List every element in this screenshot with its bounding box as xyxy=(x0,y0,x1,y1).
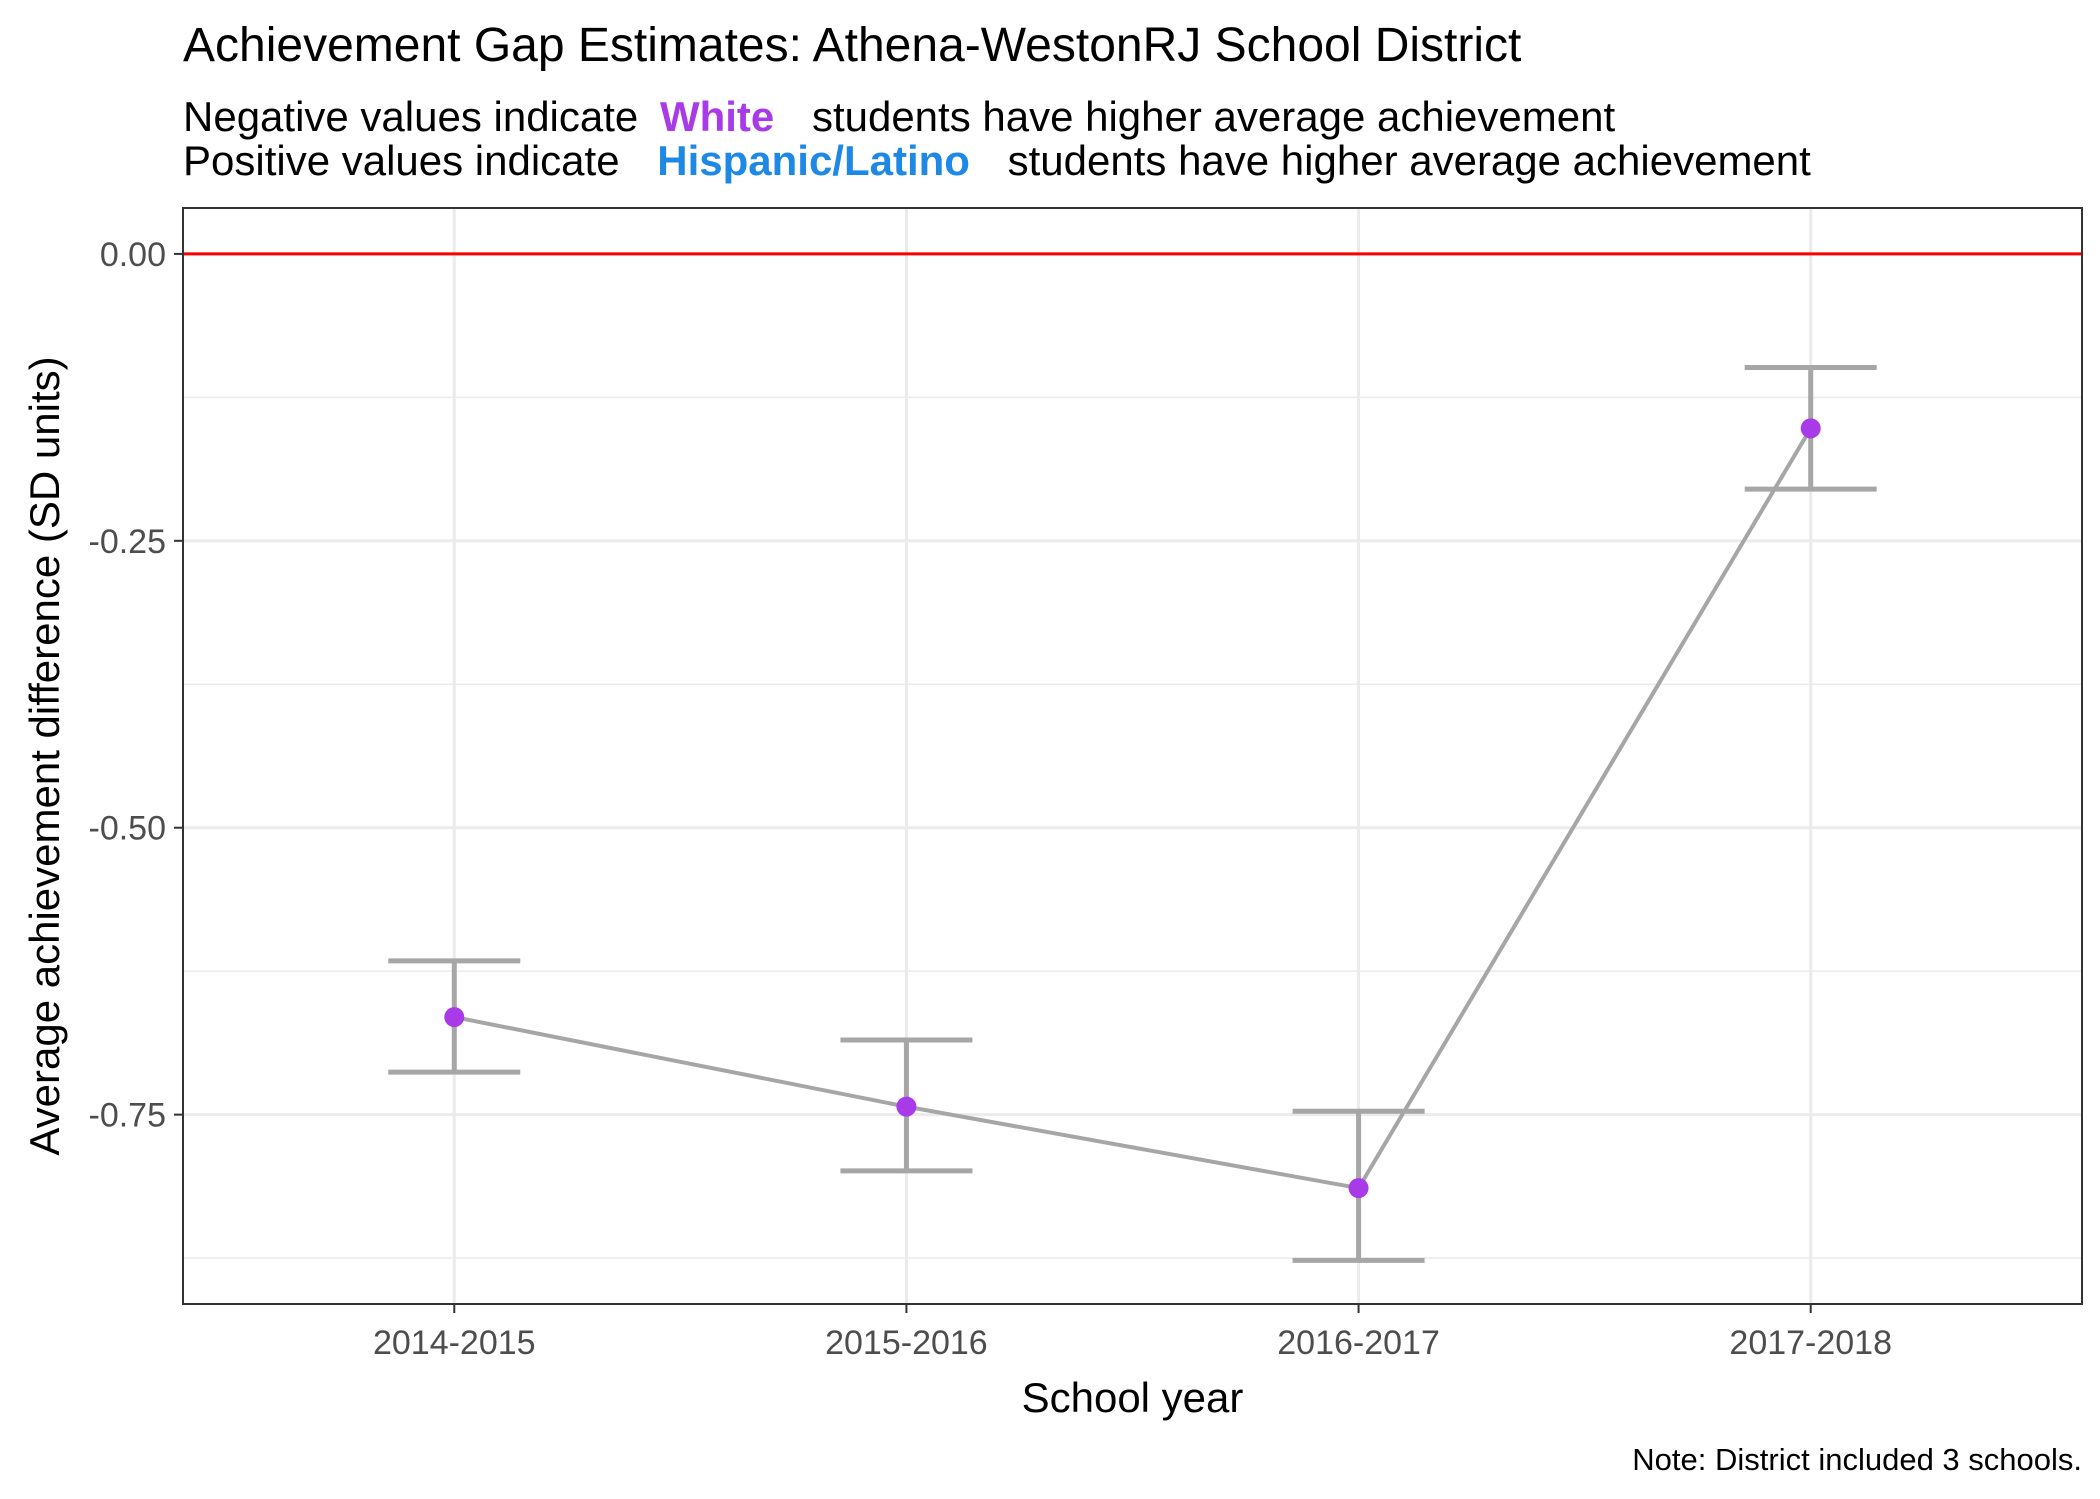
data-point xyxy=(444,1007,465,1028)
data-point xyxy=(896,1096,917,1117)
data-layer xyxy=(388,365,1877,1263)
y-tick-label: -0.25 xyxy=(89,523,167,561)
y-axis-title: Average achievement difference (SD units… xyxy=(21,356,68,1155)
subtitle-line-1: Negative values indicate White students … xyxy=(183,93,1615,140)
grid-layer xyxy=(183,208,2082,1304)
subtitle-2-suffix: students have higher average achievement xyxy=(1008,137,1812,184)
caption-note: Note: District included 3 schools. xyxy=(1632,1442,2082,1477)
y-tick-label: -0.50 xyxy=(89,810,167,848)
axis-layer: 0.00 -0.25 -0.50 -0.75 2014-2015 2015-2016 201… xyxy=(89,236,1893,1362)
subtitle-line-2: Positive values indicate Hispanic/Latino… xyxy=(183,137,1811,184)
x-tick-label: 2015-2016 xyxy=(825,1324,988,1362)
plot-border xyxy=(182,207,2083,1305)
subtitle-1-suffix: students have higher average achievement xyxy=(812,93,1616,140)
data-point xyxy=(1800,418,1821,439)
subtitle-2-prefix: Positive values indicate xyxy=(183,137,620,184)
subtitle-2-group-hispanic: Hispanic/Latino xyxy=(657,137,970,184)
y-tick-label: 0.00 xyxy=(100,236,166,274)
subtitle-1-prefix: Negative values indicate xyxy=(183,93,638,140)
chart-title: Achievement Gap Estimates: Athena-Weston… xyxy=(183,19,1521,72)
x-tick-label: 2014-2015 xyxy=(373,1324,536,1362)
x-tick-label: 2017-2018 xyxy=(1729,1324,1892,1362)
data-point xyxy=(1348,1178,1369,1199)
x-tick-label: 2016-2017 xyxy=(1277,1324,1440,1362)
y-tick-label: -0.75 xyxy=(89,1097,167,1135)
series-line xyxy=(453,427,1813,1191)
subtitle-1-group-white: White xyxy=(660,93,774,140)
x-axis-title: School year xyxy=(1022,1374,1244,1421)
